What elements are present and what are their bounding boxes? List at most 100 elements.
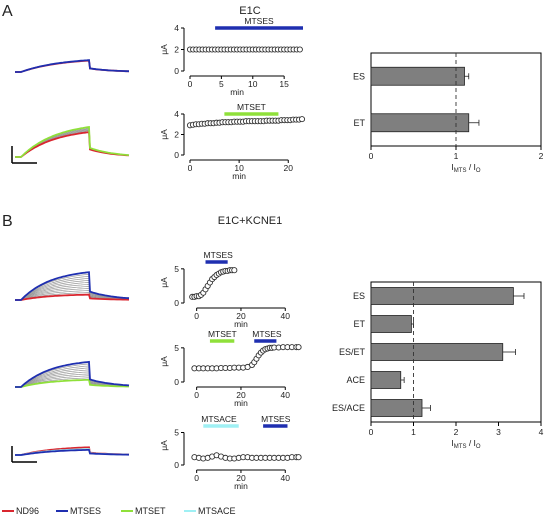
application-label-mtses: MTSES xyxy=(261,414,291,424)
bar xyxy=(370,399,423,417)
x-tick-label: 40 xyxy=(281,473,291,483)
x-tick-label: 20 xyxy=(236,390,246,400)
x-tick-label: 1 xyxy=(454,151,459,161)
x-axis-label: min xyxy=(234,319,248,329)
category-label: ES xyxy=(353,291,365,301)
x-tick-label: 0 xyxy=(194,473,199,483)
x-tick-label: 20 xyxy=(236,473,246,483)
bar xyxy=(370,66,465,86)
y-tick-label: 0 xyxy=(174,150,179,160)
y-tick-label: 0 xyxy=(174,298,179,308)
application-label-mtses: MTSES xyxy=(252,329,282,339)
category-label: ES/ACE xyxy=(332,403,365,413)
intermediate-trace xyxy=(15,280,130,301)
current-trace-group-b-es xyxy=(15,271,130,301)
application-label-mtset: MTSET xyxy=(208,329,237,339)
data-point xyxy=(295,344,302,351)
y-axis-label: μA xyxy=(159,129,169,140)
x-axis-label: min xyxy=(234,481,248,491)
bar xyxy=(370,371,402,389)
x-axis-label: min xyxy=(234,398,248,408)
category-label: ET xyxy=(353,319,365,329)
y-tick-label: 4 xyxy=(174,109,179,119)
time-course-b-mtset-mtses: 0 20 40 0 5 min μA MTSET MTSES xyxy=(159,329,302,408)
category-label: ACE xyxy=(346,375,365,385)
application-label-mtsace: MTSACE xyxy=(201,414,237,424)
x-tick-label: 0 xyxy=(369,151,374,161)
x-axis-label: min xyxy=(230,87,244,97)
x-tick-label: 20 xyxy=(284,163,294,173)
trace xyxy=(15,271,130,301)
bar xyxy=(370,343,504,361)
legend-label-nd96: ND96 xyxy=(16,506,39,516)
panel-b-condition: E1C+KCNE1 xyxy=(218,215,283,227)
trace xyxy=(15,378,129,388)
x-tick-label: 20 xyxy=(236,311,246,321)
category-label: ES xyxy=(353,71,365,81)
legend-label-mtses: MTSES xyxy=(70,506,101,516)
y-tick-label: 0 xyxy=(174,66,179,76)
application-label-mtses: MTSES xyxy=(244,16,274,26)
y-axis-label: μA xyxy=(159,277,169,288)
x-axis-label: min xyxy=(232,171,246,181)
y-tick-label: 0 xyxy=(174,377,179,387)
x-tick-label: 4 xyxy=(539,427,544,437)
current-trace-group-a-es xyxy=(15,59,130,73)
time-course-a-mtset: 0 10 20 0 2 4 min μA MTSET xyxy=(159,102,306,181)
trace xyxy=(15,360,130,388)
legend: ND96 MTSES MTSET MTSACE xyxy=(2,506,236,516)
bar xyxy=(370,315,412,333)
x-tick-label: 0 xyxy=(188,79,193,89)
y-axis-label: μA xyxy=(159,356,169,367)
x-tick-label: 0 xyxy=(194,390,199,400)
y-tick-label: 2 xyxy=(174,130,179,140)
bar xyxy=(370,287,514,305)
data-point xyxy=(231,267,238,274)
bar-chart-b: 0 1 2 3 4 IMTS / IO ES ET ES/ET ACE ES/ACE xyxy=(332,281,544,450)
application-label-mtset: MTSET xyxy=(237,102,266,112)
current-trace-group-a-et xyxy=(15,125,130,158)
trace xyxy=(15,59,129,73)
category-label: ES/ET xyxy=(339,347,366,357)
application-label-mtses: MTSES xyxy=(204,250,234,260)
y-axis-label: μA xyxy=(159,44,169,55)
scale-bar-b xyxy=(11,446,37,463)
legend-label-mtset: MTSET xyxy=(135,506,166,516)
data-point xyxy=(296,46,303,53)
time-course-a-mtses: 0 5 10 15 0 2 4 min μA MTSES xyxy=(159,16,303,97)
data-point xyxy=(298,116,306,123)
panel-a-condition: E1C xyxy=(239,5,260,17)
current-trace-group-b-ace-es xyxy=(15,446,130,456)
x-tick-label: 10 xyxy=(248,79,258,89)
x-tick-label: 3 xyxy=(496,427,501,437)
scale-bar-a xyxy=(11,146,37,164)
intermediate-trace xyxy=(15,369,130,388)
time-course-b-mtses: 0 20 40 0 5 min μA MTSES xyxy=(159,250,290,329)
y-axis-label: μA xyxy=(159,440,169,451)
y-tick-label: 0 xyxy=(174,460,179,470)
panel-a-letter: A xyxy=(2,3,13,20)
y-tick-label: 2 xyxy=(174,45,179,55)
category-label: ET xyxy=(353,118,365,128)
trace xyxy=(15,449,130,456)
x-tick-label: 15 xyxy=(279,79,289,89)
y-tick-label: 5 xyxy=(174,264,179,274)
panel-b-letter: B xyxy=(2,213,13,230)
y-tick-label: 4 xyxy=(174,23,179,33)
y-tick-label: 5 xyxy=(174,343,179,353)
x-tick-label: 0 xyxy=(188,163,193,173)
x-axis-label: IMTS / IO xyxy=(451,438,481,450)
x-tick-label: 40 xyxy=(281,311,291,321)
x-tick-label: 2 xyxy=(539,151,544,161)
current-trace-group-b-et-es xyxy=(15,360,130,388)
bar-chart-a: 0 1 2 IMTS / IO ES ET xyxy=(353,52,544,174)
x-tick-label: 5 xyxy=(219,79,224,89)
trace xyxy=(15,293,130,301)
x-tick-label: 2 xyxy=(454,427,459,437)
legend-label-mtsace: MTSACE xyxy=(198,506,236,516)
x-tick-label: 0 xyxy=(194,311,199,321)
x-tick-label: 10 xyxy=(234,163,244,173)
y-tick-label: 5 xyxy=(174,428,179,438)
data-point xyxy=(295,454,302,461)
intermediate-trace xyxy=(15,286,130,301)
